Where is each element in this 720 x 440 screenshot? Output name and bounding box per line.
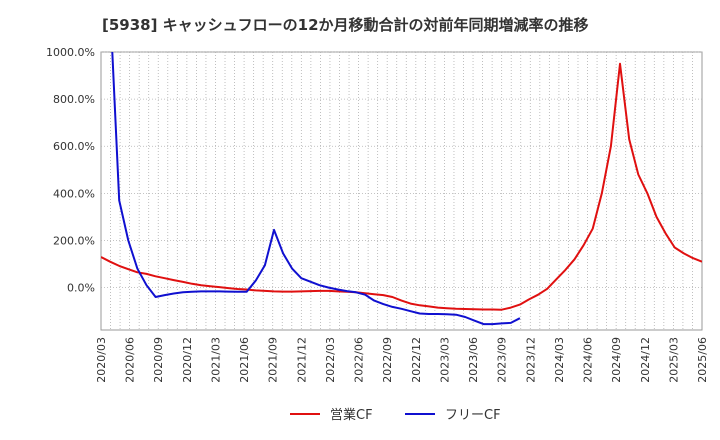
grid-layer (100, 51, 703, 331)
x-tick-label: 2020/12 (181, 337, 194, 383)
legend-layer: 営業CF フリーCF (290, 407, 501, 423)
x-tick-label: 2022/06 (353, 337, 366, 383)
x-tick-label: 2022/12 (410, 337, 423, 383)
x-tick-label: 2023/12 (524, 337, 537, 383)
x-tick-label: 2021/12 (295, 337, 308, 383)
x-tick-label: 2022/09 (381, 337, 394, 383)
y-tick-label: 600.0% (53, 140, 95, 153)
legend-label-0: 営業CF (330, 407, 373, 423)
x-tick-label: 2020/06 (124, 337, 137, 383)
y-tick-label: 0.0% (67, 282, 95, 295)
axis-layer: 1000.0% 800.0% 600.0% 400.0% 200.0% 0.0% 2020/… (46, 46, 709, 383)
x-tick-label: 2024/03 (553, 337, 566, 383)
series-line-1 (111, 52, 521, 326)
y-tick-label: 1000.0% (46, 46, 95, 59)
x-tick-label: 2020/03 (95, 337, 108, 383)
x-tick-label: 2025/06 (696, 337, 709, 383)
x-tick-label: 2021/03 (209, 337, 222, 383)
x-tick-label: 2023/06 (467, 337, 480, 383)
x-tick-label: 2023/09 (496, 337, 509, 383)
legend-label-1: フリーCF (445, 408, 501, 423)
x-tick-label: 2021/09 (267, 337, 280, 383)
chart-title: [5938] キャッシュフローの12か月移動合計の対前年同期増減率の推移 (102, 16, 589, 34)
x-tick-label: 2023/03 (438, 337, 451, 383)
plot-area (100, 51, 703, 331)
series-layer (101, 52, 702, 326)
y-tick-label: 400.0% (53, 187, 95, 200)
x-tick-label: 2024/09 (610, 337, 623, 383)
x-tick-label: 2025/03 (667, 337, 680, 383)
y-tick-label: 800.0% (53, 93, 95, 106)
series-line-0 (101, 62, 702, 311)
x-tick-label: 2024/12 (639, 337, 652, 383)
y-tick-label: 200.0% (53, 234, 95, 247)
x-tick-label: 2022/03 (324, 337, 337, 383)
x-tick-label: 2020/09 (152, 337, 165, 383)
x-tick-label: 2021/06 (238, 337, 251, 383)
x-tick-label: 2024/06 (582, 337, 595, 383)
